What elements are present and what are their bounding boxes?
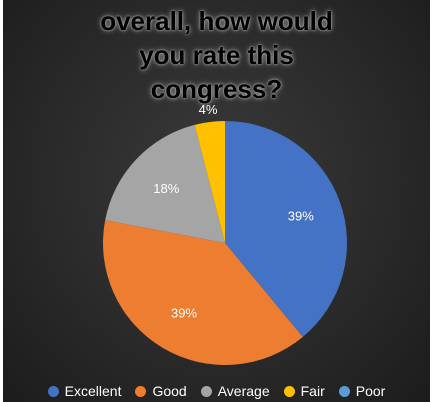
legend-label-good: Good [152, 383, 187, 399]
legend-item-fair: Fair [283, 383, 325, 399]
chart-title-line-1: overall, how would [100, 6, 333, 36]
legend-swatch-good [135, 385, 147, 397]
pie-slice-excellent [225, 121, 347, 338]
legend-item-poor: Poor [338, 383, 386, 399]
legend-label-excellent: Excellent [64, 383, 122, 399]
legend-item-good: Good [135, 383, 187, 399]
pie-chart: 39% 39% 18% 4% [103, 102, 347, 365]
legend-swatch-average [200, 385, 212, 397]
chart-legend: Excellent Good Average Fair Poor [3, 381, 430, 401]
legend-swatch-fair [283, 385, 295, 397]
legend-swatch-excellent [47, 385, 59, 397]
legend-item-average: Average [200, 383, 270, 399]
legend-item-excellent: Excellent [47, 383, 122, 399]
pie-slice-average [105, 124, 225, 243]
pie-slice-good [103, 220, 303, 365]
legend-label-average: Average [217, 383, 270, 399]
chart-area: overall, how would you rate this congres… [3, 0, 430, 402]
chart-title-line-3: congress? [150, 74, 283, 104]
chart-title: overall, how would you rate this congres… [3, 4, 430, 106]
chart-title-line-2: you rate this [139, 40, 294, 70]
legend-label-poor: Poor [355, 383, 386, 399]
data-label-average: 18% [153, 181, 179, 196]
data-label-excellent: 39% [288, 209, 314, 224]
legend-label-fair: Fair [300, 383, 325, 399]
data-label-fair: 4% [199, 102, 218, 117]
legend-swatch-poor [338, 385, 350, 397]
pie-slice-fair [194, 121, 225, 243]
data-label-good: 39% [171, 305, 197, 320]
